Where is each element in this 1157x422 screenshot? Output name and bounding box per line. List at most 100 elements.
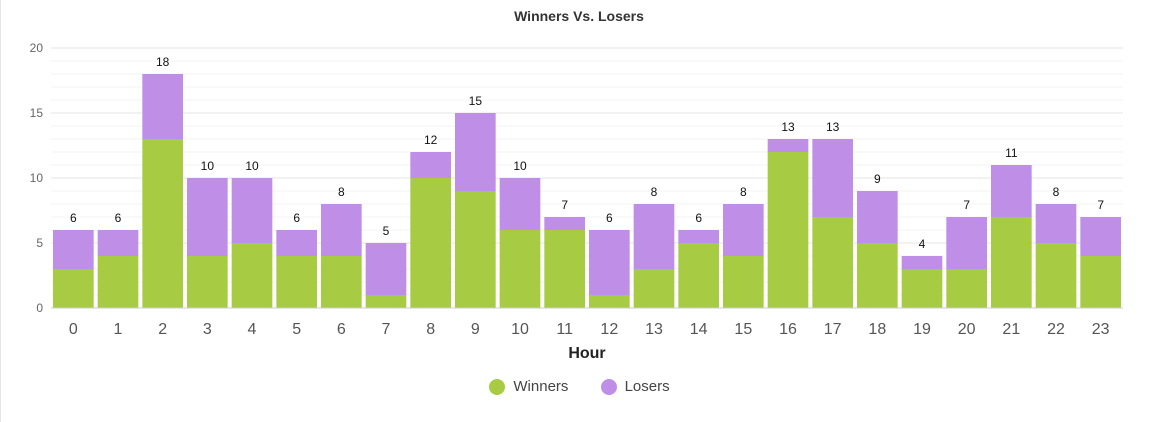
bar-losers-7[interactable] <box>365 243 407 295</box>
y-tick-label: 20 <box>30 41 44 55</box>
bar-winners-18[interactable] <box>857 243 898 308</box>
bar-total-label: 13 <box>781 120 795 134</box>
bar-winners-19[interactable] <box>901 269 943 308</box>
bar-losers-18[interactable] <box>857 191 898 243</box>
x-tick-label: 19 <box>913 321 931 338</box>
y-tick-label: 5 <box>36 236 43 250</box>
bar-winners-14[interactable] <box>678 243 719 308</box>
bar-winners-9[interactable] <box>455 191 496 308</box>
bar-winners-3[interactable] <box>187 256 228 308</box>
x-tick-label: 14 <box>690 321 708 338</box>
x-tick-label: 6 <box>337 321 346 338</box>
bar-winners-16[interactable] <box>767 152 809 308</box>
bar-total-label: 8 <box>1053 185 1060 199</box>
legend: Winners Losers <box>1 378 1157 399</box>
x-tick-label: 8 <box>426 321 435 338</box>
bar-losers-15[interactable] <box>723 204 764 256</box>
bar-losers-13[interactable] <box>633 204 675 269</box>
y-tick-label: 10 <box>30 171 44 185</box>
x-tick-label: 13 <box>645 321 663 338</box>
bar-winners-23[interactable] <box>1080 256 1121 308</box>
bar-winners-7[interactable] <box>365 295 407 308</box>
bar-winners-6[interactable] <box>321 256 362 308</box>
x-tick-label: 9 <box>471 321 480 338</box>
bar-losers-1[interactable] <box>97 230 139 256</box>
bar-total-label: 11 <box>1005 146 1018 160</box>
bar-losers-20[interactable] <box>946 217 987 269</box>
bar-losers-11[interactable] <box>544 217 585 230</box>
legend-label-losers: Losers <box>624 378 670 395</box>
x-tick-label: 2 <box>158 321 167 338</box>
bar-winners-13[interactable] <box>633 269 675 308</box>
bar-winners-8[interactable] <box>410 178 451 308</box>
x-tick-label: 16 <box>779 321 797 338</box>
bar-total-label: 6 <box>70 211 77 225</box>
bar-total-label: 7 <box>963 198 970 212</box>
bar-winners-15[interactable] <box>723 256 764 308</box>
bar-losers-23[interactable] <box>1080 217 1121 256</box>
bar-total-label: 10 <box>513 159 527 173</box>
bar-total-label: 5 <box>383 224 390 238</box>
bar-losers-16[interactable] <box>767 139 809 152</box>
legend-swatch-winners <box>489 378 506 395</box>
x-tick-label: 11 <box>556 321 573 338</box>
legend-label-winners: Winners <box>513 378 569 395</box>
bar-losers-0[interactable] <box>53 230 94 269</box>
bar-winners-4[interactable] <box>231 243 273 308</box>
bar-winners-0[interactable] <box>53 269 94 308</box>
x-tick-label: 15 <box>734 321 752 338</box>
x-axis-title: Hour <box>568 345 605 362</box>
bar-winners-17[interactable] <box>812 217 853 308</box>
bar-total-label: 8 <box>651 185 658 199</box>
bar-total-label: 6 <box>115 211 122 225</box>
bar-losers-5[interactable] <box>276 230 317 256</box>
bar-losers-6[interactable] <box>321 204 362 256</box>
bar-total-label: 18 <box>156 55 170 69</box>
x-tick-label: 7 <box>382 321 391 338</box>
legend-item-losers[interactable]: Losers <box>600 378 670 395</box>
bar-total-label: 13 <box>826 120 840 134</box>
bar-total-label: 7 <box>561 198 568 212</box>
bar-losers-8[interactable] <box>410 152 451 178</box>
bar-winners-10[interactable] <box>499 230 541 308</box>
bar-losers-10[interactable] <box>499 178 541 230</box>
bar-winners-22[interactable] <box>1035 243 1077 308</box>
x-tick-label: 22 <box>1047 321 1065 338</box>
bar-winners-2[interactable] <box>142 139 183 308</box>
bar-losers-22[interactable] <box>1035 204 1077 243</box>
x-tick-label: 1 <box>114 321 123 338</box>
bar-total-label: 9 <box>874 172 881 186</box>
bar-total-label: 12 <box>424 133 438 147</box>
legend-item-winners[interactable]: Winners <box>489 378 568 395</box>
bar-winners-11[interactable] <box>544 230 585 308</box>
bar-losers-17[interactable] <box>812 139 853 217</box>
bar-total-label: 6 <box>293 211 300 225</box>
bar-winners-1[interactable] <box>97 256 139 308</box>
x-tick-label: 20 <box>958 321 976 338</box>
x-tick-label: 0 <box>69 321 78 338</box>
bar-winners-5[interactable] <box>276 256 317 308</box>
bar-losers-9[interactable] <box>455 113 496 191</box>
bar-winners-21[interactable] <box>991 217 1032 308</box>
chart-title: Winners Vs. Losers <box>514 8 644 24</box>
bar-losers-4[interactable] <box>231 178 273 243</box>
bar-winners-12[interactable] <box>589 295 630 308</box>
x-tick-label: 10 <box>511 321 529 338</box>
bar-total-label: 10 <box>245 159 259 173</box>
bar-losers-12[interactable] <box>589 230 630 295</box>
bar-total-label: 4 <box>919 237 926 251</box>
x-tick-label: 18 <box>868 321 886 338</box>
bar-total-label: 7 <box>1097 198 1104 212</box>
y-tick-label: 0 <box>36 301 43 315</box>
x-tick-label: 3 <box>203 321 212 338</box>
bar-losers-2[interactable] <box>142 74 183 139</box>
bar-losers-21[interactable] <box>991 165 1032 217</box>
bar-losers-19[interactable] <box>901 256 943 269</box>
bar-losers-14[interactable] <box>678 230 719 243</box>
x-tick-label: 4 <box>248 321 257 338</box>
bar-total-label: 10 <box>201 159 215 173</box>
bar-winners-20[interactable] <box>946 269 987 308</box>
x-tick-label: 17 <box>824 321 842 338</box>
bar-losers-3[interactable] <box>187 178 228 256</box>
